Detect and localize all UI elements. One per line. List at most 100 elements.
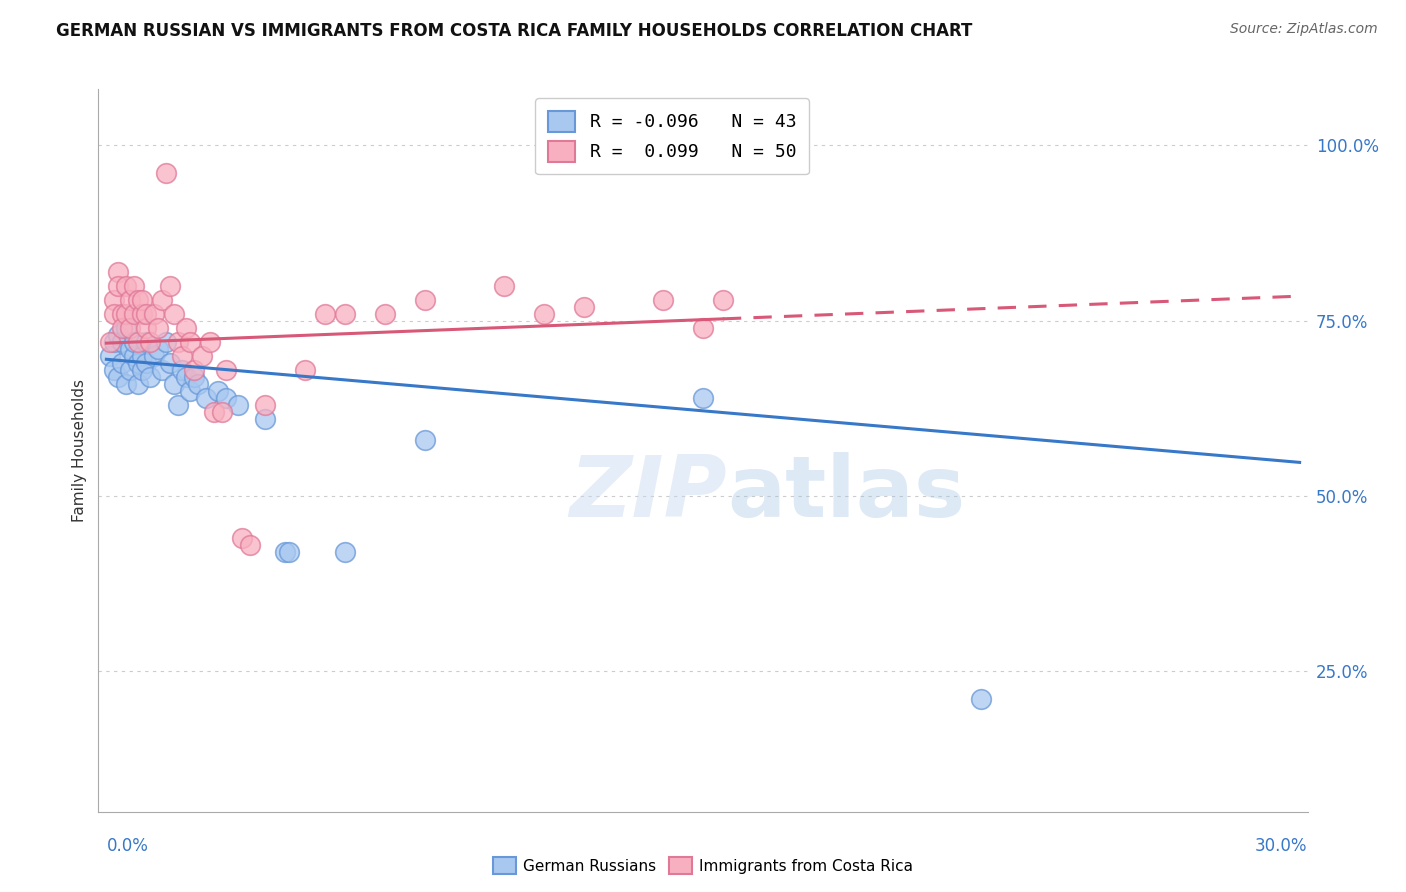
Point [115, 320, 138, 334]
Point [120, 320, 142, 334]
Point [131, 307, 153, 321]
Point [374, 307, 396, 321]
Point [167, 398, 190, 412]
Text: GERMAN RUSSIAN VS IMMIGRANTS FROM COSTA RICA FAMILY HOUSEHOLDS CORRELATION CHART: GERMAN RUSSIAN VS IMMIGRANTS FROM COSTA … [56, 22, 973, 40]
Point [146, 342, 169, 356]
Point [533, 307, 555, 321]
Point [174, 320, 197, 334]
Text: 30.0%: 30.0% [1256, 838, 1308, 855]
Point [107, 369, 129, 384]
Point [139, 369, 162, 384]
Point [239, 538, 262, 552]
Point [711, 293, 734, 307]
Point [183, 369, 205, 384]
Point [174, 369, 197, 384]
Point [107, 264, 129, 278]
Point [135, 334, 157, 349]
Point [103, 363, 125, 377]
Point [254, 398, 277, 412]
Point [131, 293, 153, 307]
Point [179, 384, 201, 398]
Point [115, 278, 138, 293]
Point [122, 278, 145, 293]
Point [103, 293, 125, 307]
Point [231, 531, 253, 545]
Point [211, 405, 233, 419]
Point [146, 320, 169, 334]
Point [115, 376, 138, 391]
Point [103, 307, 125, 321]
Point [179, 334, 201, 349]
Point [226, 398, 249, 412]
Point [98, 349, 121, 363]
Point [111, 307, 134, 321]
Point [652, 293, 675, 307]
Legend: R = -0.096   N = 43, R =  0.099   N = 50: R = -0.096 N = 43, R = 0.099 N = 50 [536, 98, 808, 174]
Point [207, 384, 229, 398]
Point [111, 320, 134, 334]
Point [274, 545, 297, 559]
Point [494, 278, 516, 293]
Point [111, 356, 134, 370]
Point [143, 307, 166, 321]
Point [198, 334, 221, 349]
Text: Source: ZipAtlas.com: Source: ZipAtlas.com [1230, 22, 1378, 37]
Point [183, 363, 205, 377]
Point [131, 363, 153, 377]
Point [155, 334, 177, 349]
Point [120, 363, 142, 377]
Point [215, 391, 238, 405]
Point [127, 334, 149, 349]
Point [98, 334, 121, 349]
Point [692, 320, 714, 334]
Point [115, 307, 138, 321]
Point [155, 166, 177, 180]
Text: ZIP: ZIP [569, 452, 727, 535]
Point [333, 307, 356, 321]
Point [127, 376, 149, 391]
Point [143, 349, 166, 363]
Point [215, 363, 238, 377]
Point [170, 363, 193, 377]
Text: 0.0%: 0.0% [107, 838, 148, 855]
Point [254, 412, 277, 426]
Point [970, 692, 993, 706]
Point [163, 376, 186, 391]
Point [103, 334, 125, 349]
Point [314, 307, 336, 321]
Point [150, 293, 173, 307]
Point [413, 293, 436, 307]
Y-axis label: Family Households: Family Households [72, 379, 87, 522]
Point [278, 545, 301, 559]
Point [572, 300, 595, 314]
Point [170, 349, 193, 363]
Point [139, 334, 162, 349]
Point [159, 356, 181, 370]
Point [191, 349, 214, 363]
Point [120, 293, 142, 307]
Point [413, 433, 436, 447]
Point [122, 334, 145, 349]
Point [122, 349, 145, 363]
Legend: German Russians, Immigrants from Costa Rica: German Russians, Immigrants from Costa R… [486, 851, 920, 880]
Point [167, 334, 190, 349]
Point [131, 349, 153, 363]
Point [163, 307, 186, 321]
Point [150, 363, 173, 377]
Point [122, 307, 145, 321]
Point [187, 376, 209, 391]
Point [107, 278, 129, 293]
Point [111, 334, 134, 349]
Point [159, 278, 181, 293]
Point [127, 293, 149, 307]
Text: atlas: atlas [727, 452, 966, 535]
Point [135, 307, 157, 321]
Point [202, 405, 225, 419]
Point [294, 363, 316, 377]
Point [120, 342, 142, 356]
Point [135, 356, 157, 370]
Point [194, 391, 217, 405]
Point [107, 327, 129, 342]
Point [333, 545, 356, 559]
Point [692, 391, 714, 405]
